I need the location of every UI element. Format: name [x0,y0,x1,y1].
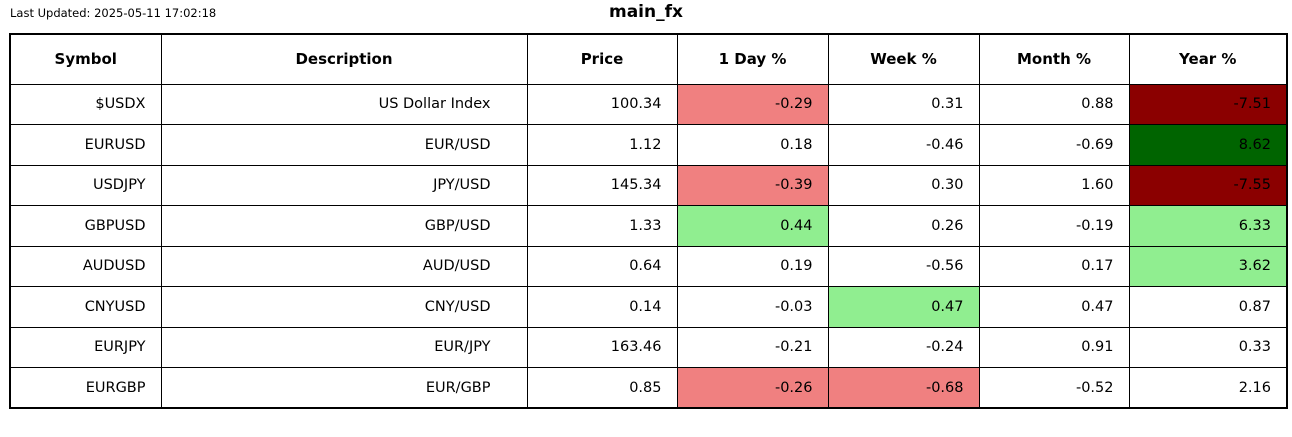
month-change-cell: -0.69 [978,124,1130,166]
week-change-cell: -0.24 [827,326,980,368]
month-change-cell: 0.91 [978,326,1130,368]
day-change-cell: -0.29 [676,83,829,125]
price-cell: 145.34 [526,164,678,206]
year-change-cell: 0.87 [1128,286,1288,328]
week-change-cell: 0.30 [827,164,980,206]
symbol-cell: $USDX [9,83,162,125]
month-change-cell: -0.19 [978,205,1130,247]
year-change-cell: 0.33 [1128,326,1288,368]
symbol-cell: USDJPY [9,164,162,206]
week-change-cell: -0.56 [827,245,980,287]
day-change-cell: 0.18 [676,124,829,166]
year-change-cell: 6.33 [1128,205,1288,247]
month-change-cell: 0.17 [978,245,1130,287]
symbol-cell: CNYUSD [9,286,162,328]
column-header-price: Price [526,33,678,85]
year-change-cell: 8.62 [1128,124,1288,166]
month-change-cell: 1.60 [978,164,1130,206]
day-change-cell: -0.03 [676,286,829,328]
symbol-cell: EURJPY [9,326,162,368]
column-header-week: Week % [827,33,980,85]
column-header-symbol: Symbol [9,33,162,85]
price-cell: 1.33 [526,205,678,247]
day-change-cell: 0.19 [676,245,829,287]
symbol-cell: EURUSD [9,124,162,166]
symbol-cell: AUDUSD [9,245,162,287]
week-change-cell: 0.47 [827,286,980,328]
year-change-cell: 3.62 [1128,245,1288,287]
day-change-cell: 0.44 [676,205,829,247]
symbol-cell: EURGBP [9,367,162,409]
price-cell: 0.64 [526,245,678,287]
table-row: CNYUSD CNY/USD 0.14 -0.03 0.47 0.47 0.87 [9,286,1288,328]
week-change-cell: 0.31 [827,83,980,125]
day-change-cell: -0.21 [676,326,829,368]
description-cell: US Dollar Index [160,83,528,125]
month-change-cell: 0.88 [978,83,1130,125]
last-updated-label: Last Updated: 2025-05-11 17:02:18 [10,6,217,20]
column-header-year: Year % [1128,33,1288,85]
header-row: Symbol Description Price 1 Day % Week % … [9,33,1288,85]
week-change-cell: -0.68 [827,367,980,409]
page-title: main_fx [609,2,683,22]
price-cell: 1.12 [526,124,678,166]
description-cell: EUR/JPY [160,326,528,368]
fx-table: Symbol Description Price 1 Day % Week % … [9,33,1288,409]
table-row: AUDUSD AUD/USD 0.64 0.19 -0.56 0.17 3.62 [9,245,1288,287]
price-cell: 163.46 [526,326,678,368]
table-row: EURUSD EUR/USD 1.12 0.18 -0.46 -0.69 8.6… [9,124,1288,166]
column-header-month: Month % [978,33,1130,85]
year-change-cell: 2.16 [1128,367,1288,409]
week-change-cell: -0.46 [827,124,980,166]
table-row: EURGBP EUR/GBP 0.85 -0.26 -0.68 -0.52 2.… [9,367,1288,409]
description-cell: GBP/USD [160,205,528,247]
table-row: GBPUSD GBP/USD 1.33 0.44 0.26 -0.19 6.33 [9,205,1288,247]
day-change-cell: -0.39 [676,164,829,206]
table-row: EURJPY EUR/JPY 163.46 -0.21 -0.24 0.91 0… [9,326,1288,368]
table-row: USDJPY JPY/USD 145.34 -0.39 0.30 1.60 -7… [9,164,1288,206]
price-cell: 0.14 [526,286,678,328]
description-cell: EUR/GBP [160,367,528,409]
table-row: $USDX US Dollar Index 100.34 -0.29 0.31 … [9,83,1288,125]
month-change-cell: -0.52 [978,367,1130,409]
description-cell: AUD/USD [160,245,528,287]
description-cell: EUR/USD [160,124,528,166]
column-header-day: 1 Day % [676,33,829,85]
symbol-cell: GBPUSD [9,205,162,247]
year-change-cell: -7.51 [1128,83,1288,125]
price-cell: 0.85 [526,367,678,409]
column-header-description: Description [160,33,528,85]
description-cell: JPY/USD [160,164,528,206]
day-change-cell: -0.26 [676,367,829,409]
week-change-cell: 0.26 [827,205,980,247]
description-cell: CNY/USD [160,286,528,328]
year-change-cell: -7.55 [1128,164,1288,206]
month-change-cell: 0.47 [978,286,1130,328]
price-cell: 100.34 [526,83,678,125]
